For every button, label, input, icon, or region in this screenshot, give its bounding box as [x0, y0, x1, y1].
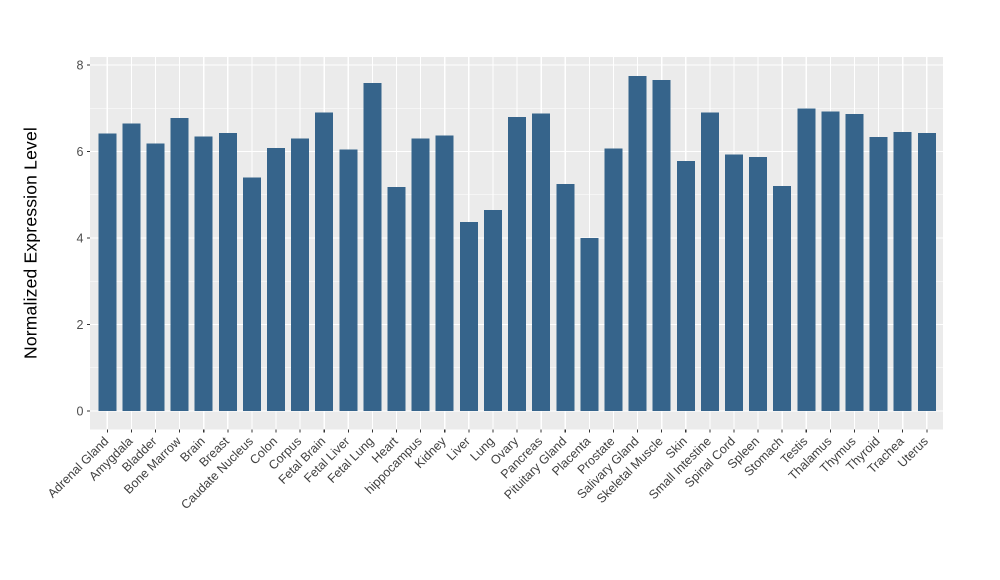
bar-prostate: [604, 148, 623, 411]
bar-thalamus: [821, 111, 840, 411]
bar-bone-marrow: [170, 117, 189, 411]
bar-fetal-brain: [315, 112, 334, 411]
bar-skeletal-muscle: [652, 80, 671, 411]
bar-salivary-gland: [628, 75, 647, 411]
bar-breast: [218, 132, 237, 411]
bar-bladder: [146, 143, 165, 411]
bar-trachea: [893, 132, 912, 411]
bar-amygdala: [122, 123, 141, 411]
bar-brain: [194, 136, 213, 412]
bar-hippocampus: [411, 138, 430, 411]
y-axis-title: Normalized Expression Level: [20, 126, 41, 360]
bar-kidney: [435, 135, 454, 411]
bar-testis: [797, 108, 816, 411]
bar-liver: [459, 221, 478, 411]
bar-small-intestine: [700, 112, 719, 411]
bar-spinal-cord: [724, 154, 743, 411]
bar-skin: [676, 161, 695, 411]
bar-fetal-lung: [363, 83, 382, 411]
x-tick-label-liver: Liver: [444, 434, 473, 463]
y-tick-label-6: 6: [77, 145, 84, 159]
bar-colon: [267, 148, 286, 412]
bar-pituitary-gland: [556, 183, 575, 411]
bar-stomach: [773, 186, 792, 411]
y-tick-label-8: 8: [77, 58, 84, 72]
bar-heart: [387, 186, 406, 411]
bar-lung: [483, 209, 502, 411]
bar-pancreas: [532, 113, 551, 411]
y-tick-label-0: 0: [77, 404, 84, 418]
bar-thymus: [845, 113, 864, 411]
y-tick-label-4: 4: [77, 231, 84, 245]
y-tick-label-2: 2: [77, 318, 84, 332]
bar-uterus: [917, 132, 936, 411]
bar-fetal-liver: [339, 149, 358, 411]
bar-spleen: [749, 157, 768, 411]
bar-ovary: [508, 116, 527, 412]
bar-corpus: [291, 138, 310, 411]
bar-thyroid: [869, 137, 888, 412]
bar-adrenal-gland: [98, 133, 117, 411]
bar-placenta: [580, 238, 599, 411]
bar-caudate-nucleus: [242, 177, 261, 411]
